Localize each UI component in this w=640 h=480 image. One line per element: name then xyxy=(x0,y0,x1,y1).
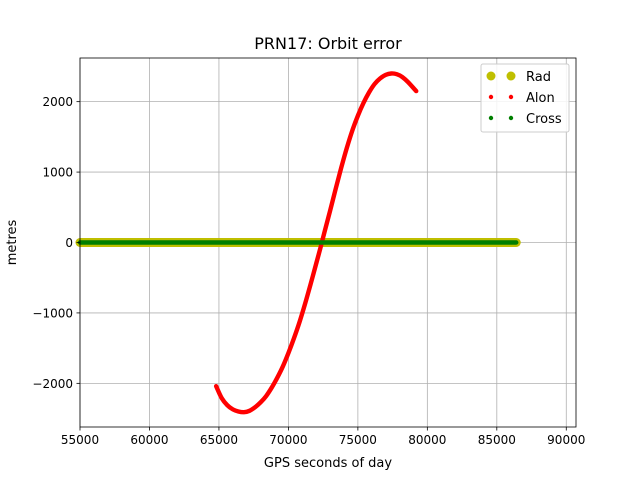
legend-label-rad: Rad xyxy=(526,70,551,85)
series-alon xyxy=(213,71,419,415)
y-axis-ticks: −2000 −1000 0 1000 2000 xyxy=(32,95,80,391)
y-tick-label: 2000 xyxy=(42,95,73,109)
y-tick-label: −1000 xyxy=(32,306,73,320)
legend-item-cross: Cross xyxy=(488,112,562,127)
x-axis-label: GPS seconds of day xyxy=(264,456,392,471)
legend-swatch-alon xyxy=(488,94,494,100)
y-tick-label: 0 xyxy=(65,236,73,250)
x-tick-label: 65000 xyxy=(200,433,238,447)
x-tick-label: 80000 xyxy=(408,433,446,447)
x-tick-label: 90000 xyxy=(547,433,585,447)
legend: Rad Alon Cross xyxy=(480,63,570,133)
x-axis-ticks: 55000 60000 65000 70000 75000 80000 85000 90000 xyxy=(61,427,585,447)
plot-frame xyxy=(79,57,577,428)
y-tick-label: 1000 xyxy=(42,166,73,180)
legend-swatch-cross xyxy=(508,115,514,121)
legend-label-alon: Alon xyxy=(526,91,555,106)
legend-swatch-rad xyxy=(506,71,516,81)
x-tick-label: 85000 xyxy=(478,433,516,447)
legend-label-cross: Cross xyxy=(526,112,562,127)
legend-item-rad: Rad xyxy=(486,70,551,85)
x-tick-label: 55000 xyxy=(61,433,99,447)
legend-frame xyxy=(480,63,570,133)
x-tick-label: 75000 xyxy=(339,433,377,447)
legend-item-alon: Alon xyxy=(488,91,555,106)
plot-series xyxy=(75,71,521,415)
legend-swatch-cross xyxy=(488,115,494,121)
chart-title: PRN17: Orbit error xyxy=(254,34,402,53)
legend-swatch-alon xyxy=(508,94,514,100)
x-tick-label: 70000 xyxy=(269,433,307,447)
legend-swatch-rad xyxy=(486,71,496,81)
x-tick-label: 60000 xyxy=(130,433,168,447)
y-tick-label: −2000 xyxy=(32,377,73,391)
y-axis-label: metres xyxy=(5,219,20,265)
